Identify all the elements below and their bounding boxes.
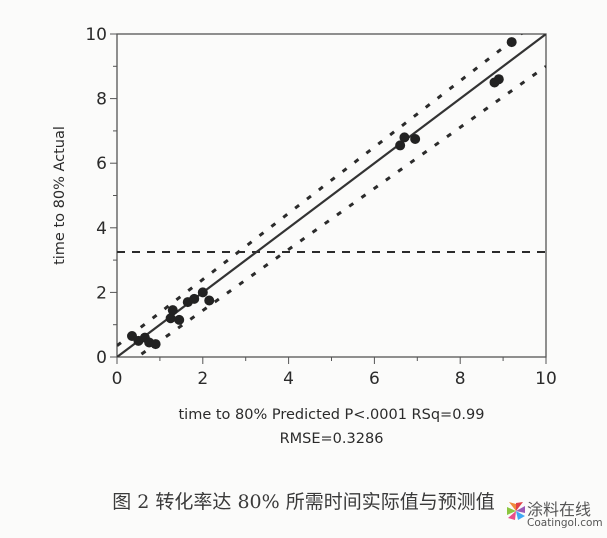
data-point <box>410 133 421 144</box>
figure-caption: 图 2 转化率达 80% 所需时间实际值与预测值 <box>112 491 495 513</box>
x-tick-label: 4 <box>283 369 294 389</box>
scatter-chart: 0 2 4 6 8 10 0 2 4 6 8 10 time to 80% Predicted P<.0… <box>52 25 557 447</box>
data-point <box>165 313 176 324</box>
x-axis-label: time to 80% Predicted P<.0001 RSq=0.99 <box>179 407 485 423</box>
data-point <box>197 287 208 298</box>
x-axis-label-line2: RMSE=0.3286 <box>280 431 384 447</box>
data-point <box>204 295 215 306</box>
fit-line <box>117 34 546 357</box>
y-axis-label: time to 80% Actual <box>52 126 68 265</box>
confidence-band-upper <box>117 34 524 347</box>
coatingol-logo-icon <box>507 502 525 520</box>
watermark-en: Coatingol.com <box>527 517 603 529</box>
y-tick-label: 0 <box>96 348 107 368</box>
x-tick-label: 0 <box>112 369 123 389</box>
confidence-band-lower <box>134 65 546 357</box>
watermark-cn: 涂料在线 <box>527 500 592 519</box>
x-tick-label: 8 <box>455 369 466 389</box>
data-point <box>493 74 504 85</box>
data-point <box>399 132 410 143</box>
x-tick-label: 6 <box>369 369 380 389</box>
plot-area <box>117 34 546 357</box>
data-point <box>506 37 517 48</box>
y-tick-label: 4 <box>96 219 107 239</box>
y-tick-label: 2 <box>96 283 107 303</box>
data-point <box>174 314 185 325</box>
watermark: 涂料在线 Coatingol.com <box>505 496 605 536</box>
data-point <box>167 305 178 316</box>
data-point <box>395 140 406 151</box>
data-point <box>189 293 200 304</box>
y-tick-label: 10 <box>85 25 107 45</box>
y-tick-label: 8 <box>96 90 107 110</box>
x-tick-label: 2 <box>197 369 208 389</box>
y-tick-label: 6 <box>96 154 107 174</box>
data-point <box>150 339 161 350</box>
x-tick-label: 10 <box>535 369 557 389</box>
